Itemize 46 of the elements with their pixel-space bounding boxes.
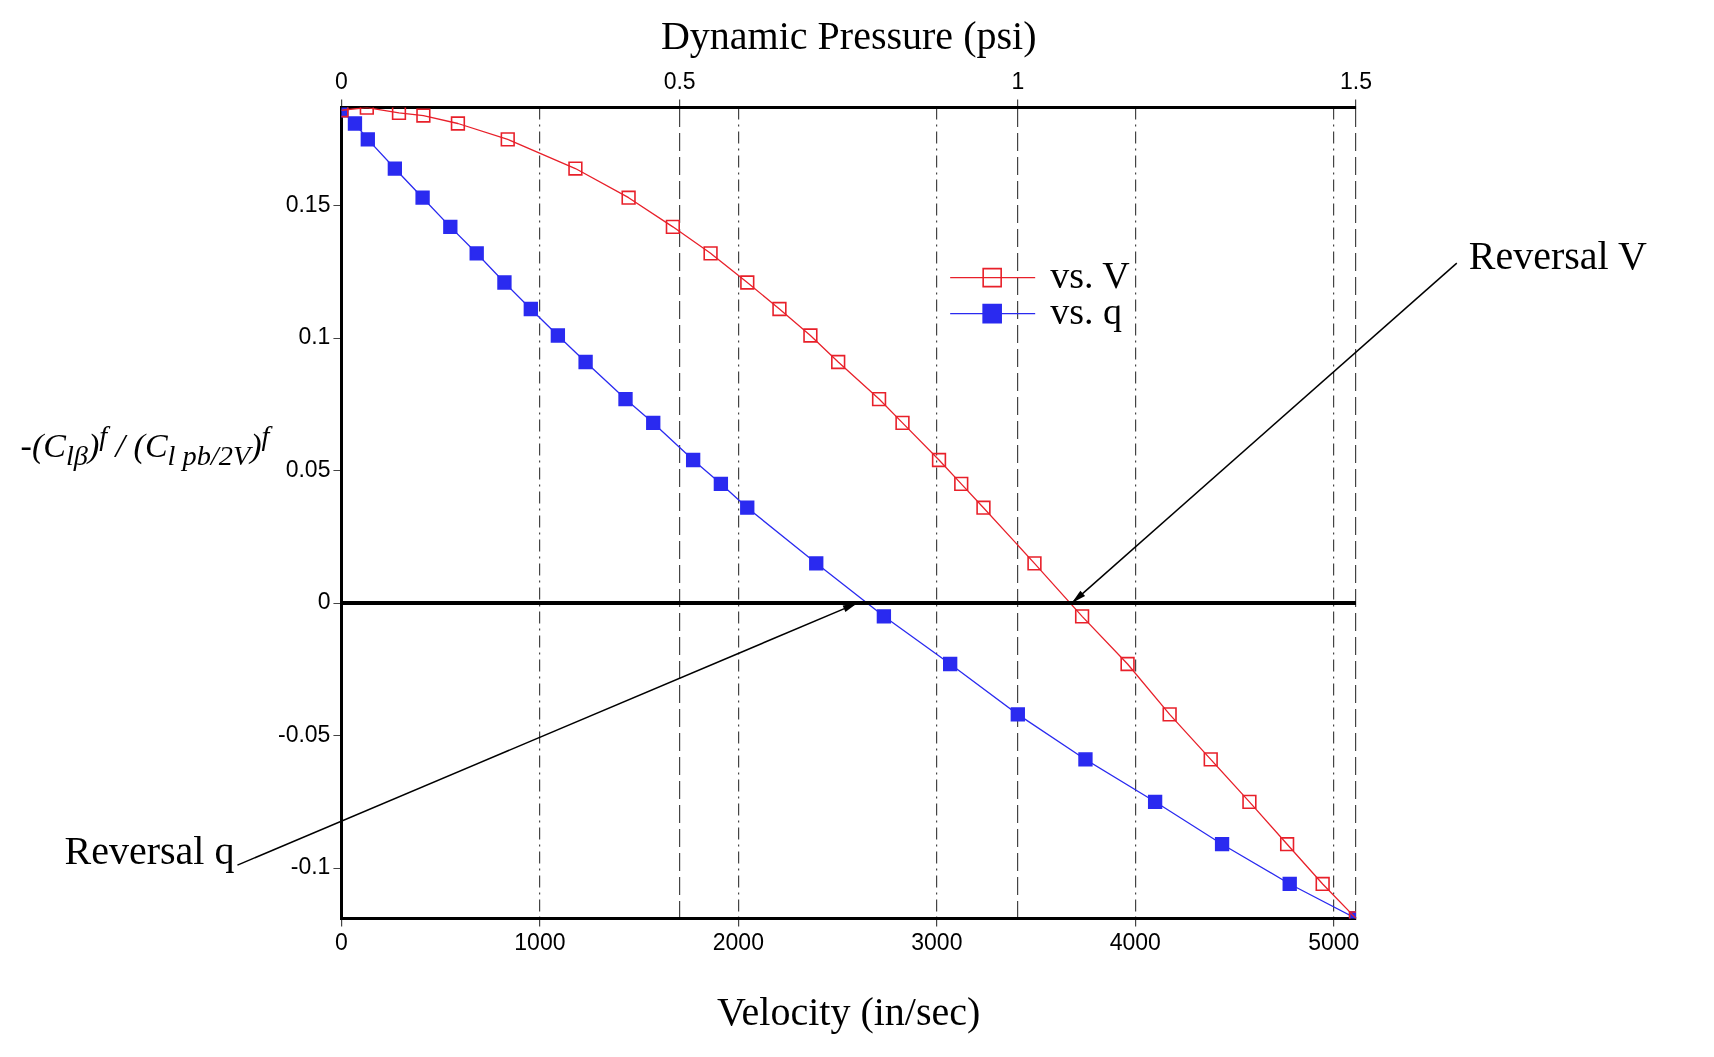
- x-tick-label: 4000: [1109, 928, 1161, 955]
- annotation: Reversal q: [64, 827, 235, 873]
- x-tick-label: 5000: [1308, 928, 1360, 955]
- point: [1120, 656, 1135, 672]
- x-tick-label: 2000: [712, 928, 764, 955]
- point: [803, 328, 818, 343]
- point: [1203, 752, 1218, 767]
- point: [976, 500, 991, 515]
- y-axis-title: -(C$_{lβ}$)$^{f}$ / (C$_{l pb/2V}$)$^{f}$: [19, 420, 274, 473]
- point: [416, 108, 431, 123]
- point: [703, 246, 718, 261]
- x2-axis-title: Dynamic Pressure (psi): [660, 12, 1037, 58]
- y-tick-label: -0.1: [290, 853, 331, 880]
- x-axis-title: Velocity (in/sec): [717, 988, 981, 1034]
- annotation: Reversal V: [1468, 232, 1648, 278]
- point: [931, 452, 947, 468]
- point: [1242, 794, 1257, 809]
- point: [621, 190, 636, 205]
- x2-tick-label: 1.5: [1340, 68, 1372, 95]
- y-tick-label: -0.05: [277, 720, 331, 747]
- point: [1074, 609, 1090, 624]
- point: [1027, 556, 1042, 571]
- point: [665, 219, 681, 234]
- point: [740, 275, 755, 290]
- point: [1315, 876, 1330, 892]
- x2-tick-label: 1: [1011, 68, 1025, 95]
- point: [772, 301, 787, 317]
- point: [1279, 837, 1295, 852]
- x2-tick-label: 0.5: [663, 68, 696, 95]
- y-tick-label: 0: [317, 588, 331, 615]
- x2-tick-label: 0: [335, 68, 348, 95]
- point: [450, 116, 466, 131]
- y-tick-label: 0.05: [285, 455, 331, 482]
- x-tick-label: 3000: [911, 928, 963, 955]
- point: [954, 476, 969, 492]
- point: [831, 354, 846, 370]
- y-tick-label: 0.15: [285, 190, 331, 217]
- x-tick-label: 1000: [514, 928, 566, 955]
- y-tick-label: 0.1: [298, 323, 331, 350]
- point: [568, 161, 583, 176]
- x-tick-label: 0: [335, 928, 348, 955]
- point: [391, 107, 407, 121]
- point: [500, 132, 515, 147]
- point: [1162, 707, 1177, 722]
- point: [871, 391, 887, 407]
- point: [895, 415, 910, 431]
